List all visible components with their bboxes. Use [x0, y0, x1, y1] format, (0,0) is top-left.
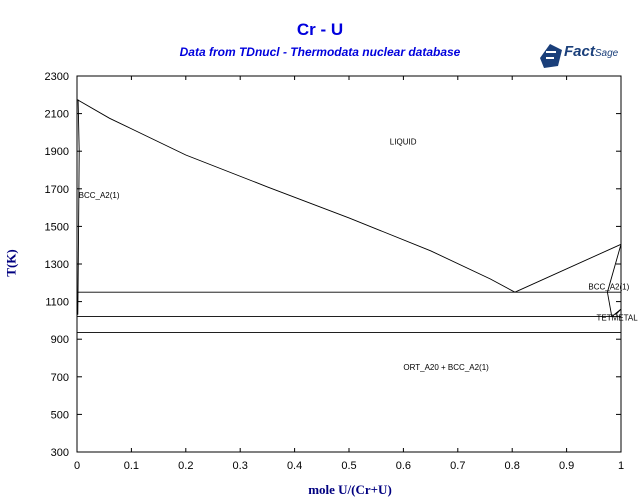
x-tick-label: 0.4: [287, 460, 302, 472]
phase-boundary-line: [77, 99, 80, 315]
y-tick-label: 2100: [45, 109, 69, 121]
x-tick-label: 0.5: [341, 460, 356, 472]
phase-boundary-line: [615, 308, 622, 316]
phase-region-label: TETMETAL: [597, 313, 639, 322]
x-tick-label: 0.1: [124, 460, 139, 472]
y-tick-label: 1900: [45, 146, 69, 158]
x-tick-label: 0.6: [396, 460, 411, 472]
x-tick-label: 0.7: [450, 460, 465, 472]
factsage-logo-text: FactSage: [564, 43, 618, 60]
phase-region-label: BCC_A2(1): [79, 191, 120, 200]
phase-labels: LIQUID BCC_A2(1) BCC_A2(1) TETMETAL ORT_A20 …: [79, 138, 639, 373]
y-tick-label: 1300: [45, 259, 69, 271]
phase-boundaries: [76, 99, 622, 334]
y-axis-label: T(K): [3, 249, 19, 277]
x-tick-label: 0.8: [505, 460, 520, 472]
x-tick-label: 1: [618, 460, 624, 472]
plot-frame: [76, 75, 622, 453]
chart-title: Cr - U: [296, 20, 344, 39]
x-axis-label: mole U/(Cr+U): [308, 482, 392, 497]
phase-region-label: ORT_A20 + BCC_A2(1): [403, 363, 489, 372]
x-tick-label: 0.3: [233, 460, 248, 472]
logo-sub: Sage: [594, 48, 619, 59]
phase-region-label: BCC_A2(1): [588, 282, 629, 291]
x-tick-label: 0: [74, 460, 80, 472]
x-axis-ticks: 0 0.1 0.2 0.3 0.4 0.5 0.6 0.7 0.8 0.9 1: [74, 76, 624, 472]
x-tick-label: 0.9: [559, 460, 574, 472]
y-axis-ticks: 300 500 700 900 1100 1300 1500 1700 1900 2100 2300: [45, 71, 621, 459]
y-tick-label: 1100: [45, 297, 69, 309]
y-tick-label: 2300: [45, 71, 69, 83]
x-tick-label: 0.2: [178, 460, 193, 472]
y-tick-label: 700: [51, 372, 69, 384]
y-tick-label: 500: [51, 409, 69, 421]
y-tick-label: 300: [51, 447, 69, 459]
phase-boundary-line: [606, 244, 622, 318]
phase-boundary-line: [514, 243, 622, 293]
phase-region-label: LIQUID: [390, 138, 417, 147]
logo-brand: Fact: [564, 43, 595, 60]
y-tick-label: 900: [51, 334, 69, 346]
y-tick-label: 1700: [45, 184, 69, 196]
y-tick-label: 1500: [45, 221, 69, 233]
factsage-logo-icon: [540, 44, 562, 68]
chart-subtitle: Data from TDnucl - Thermodata nuclear da…: [179, 45, 461, 59]
phase-boundary-line: [76, 99, 516, 293]
